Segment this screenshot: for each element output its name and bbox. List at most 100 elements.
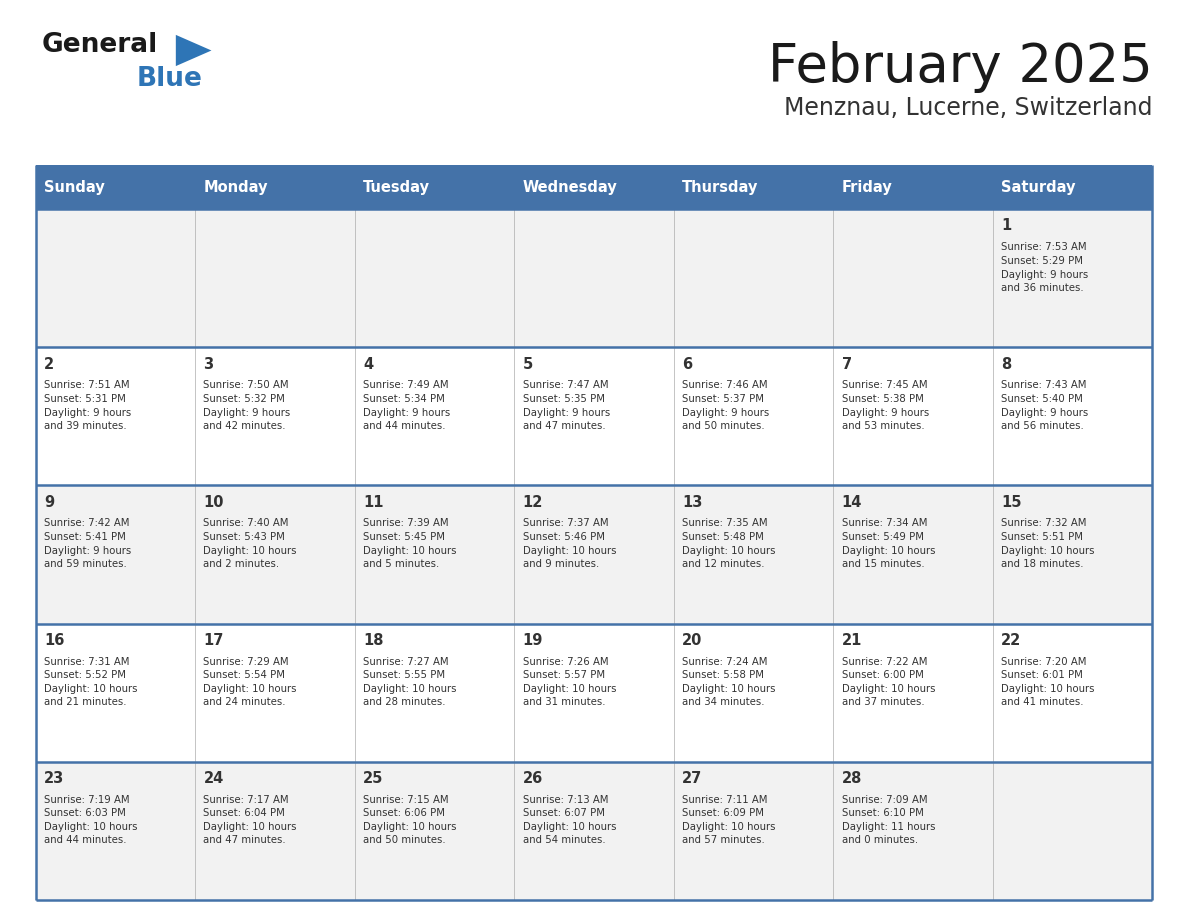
Text: Sunrise: 7:27 AM
Sunset: 5:55 PM
Daylight: 10 hours
and 28 minutes.: Sunrise: 7:27 AM Sunset: 5:55 PM Dayligh… [364,656,456,708]
Text: Sunrise: 7:24 AM
Sunset: 5:58 PM
Daylight: 10 hours
and 34 minutes.: Sunrise: 7:24 AM Sunset: 5:58 PM Dayligh… [682,656,776,708]
Bar [674,209,833,347]
Bar [36,762,195,900]
Bar [355,347,514,486]
Text: Sunrise: 7:37 AM
Sunset: 5:46 PM
Daylight: 10 hours
and 9 minutes.: Sunrise: 7:37 AM Sunset: 5:46 PM Dayligh… [523,519,617,569]
Bar [833,165,993,209]
Bar [514,165,674,209]
Bar [833,209,993,347]
Text: Menznau, Lucerne, Switzerland: Menznau, Lucerne, Switzerland [784,96,1152,120]
Text: 11: 11 [364,495,384,509]
Bar [195,347,355,486]
Text: 14: 14 [841,495,862,509]
Bar [833,762,993,900]
Text: Sunrise: 7:39 AM
Sunset: 5:45 PM
Daylight: 10 hours
and 5 minutes.: Sunrise: 7:39 AM Sunset: 5:45 PM Dayligh… [364,519,456,569]
Text: Sunrise: 7:15 AM
Sunset: 6:06 PM
Daylight: 10 hours
and 50 minutes.: Sunrise: 7:15 AM Sunset: 6:06 PM Dayligh… [364,795,456,845]
Bar [833,486,993,623]
Text: Sunrise: 7:47 AM
Sunset: 5:35 PM
Daylight: 9 hours
and 47 minutes.: Sunrise: 7:47 AM Sunset: 5:35 PM Dayligh… [523,380,609,431]
Bar [195,623,355,762]
Bar [993,486,1152,623]
Text: Sunrise: 7:50 AM
Sunset: 5:32 PM
Daylight: 9 hours
and 42 minutes.: Sunrise: 7:50 AM Sunset: 5:32 PM Dayligh… [203,380,291,431]
Text: 4: 4 [364,356,373,372]
Text: Sunrise: 7:45 AM
Sunset: 5:38 PM
Daylight: 9 hours
and 53 minutes.: Sunrise: 7:45 AM Sunset: 5:38 PM Dayligh… [841,380,929,431]
Bar [514,209,674,347]
Text: 26: 26 [523,771,543,786]
Text: February 2025: February 2025 [767,41,1152,94]
Text: 15: 15 [1001,495,1022,509]
Text: Sunrise: 7:19 AM
Sunset: 6:03 PM
Daylight: 10 hours
and 44 minutes.: Sunrise: 7:19 AM Sunset: 6:03 PM Dayligh… [44,795,138,845]
Bar [833,623,993,762]
Text: Sunrise: 7:42 AM
Sunset: 5:41 PM
Daylight: 9 hours
and 59 minutes.: Sunrise: 7:42 AM Sunset: 5:41 PM Dayligh… [44,519,131,569]
Text: 24: 24 [203,771,223,786]
Bar [195,209,355,347]
Text: Tuesday: Tuesday [364,180,430,195]
Text: Sunrise: 7:34 AM
Sunset: 5:49 PM
Daylight: 10 hours
and 15 minutes.: Sunrise: 7:34 AM Sunset: 5:49 PM Dayligh… [841,519,935,569]
Polygon shape [176,35,211,66]
Bar [195,486,355,623]
Text: 27: 27 [682,771,702,786]
Text: Sunrise: 7:20 AM
Sunset: 6:01 PM
Daylight: 10 hours
and 41 minutes.: Sunrise: 7:20 AM Sunset: 6:01 PM Dayligh… [1001,656,1094,708]
Bar [195,165,355,209]
Bar [993,762,1152,900]
Text: Sunrise: 7:53 AM
Sunset: 5:29 PM
Daylight: 9 hours
and 36 minutes.: Sunrise: 7:53 AM Sunset: 5:29 PM Dayligh… [1001,242,1088,293]
Bar [355,165,514,209]
Text: 12: 12 [523,495,543,509]
Text: 28: 28 [841,771,862,786]
Text: Saturday: Saturday [1001,180,1075,195]
Text: Sunrise: 7:31 AM
Sunset: 5:52 PM
Daylight: 10 hours
and 21 minutes.: Sunrise: 7:31 AM Sunset: 5:52 PM Dayligh… [44,656,138,708]
Bar [514,623,674,762]
Text: Sunrise: 7:51 AM
Sunset: 5:31 PM
Daylight: 9 hours
and 39 minutes.: Sunrise: 7:51 AM Sunset: 5:31 PM Dayligh… [44,380,131,431]
Text: Wednesday: Wednesday [523,180,618,195]
Text: Sunrise: 7:17 AM
Sunset: 6:04 PM
Daylight: 10 hours
and 47 minutes.: Sunrise: 7:17 AM Sunset: 6:04 PM Dayligh… [203,795,297,845]
Bar [514,762,674,900]
Text: Sunrise: 7:35 AM
Sunset: 5:48 PM
Daylight: 10 hours
and 12 minutes.: Sunrise: 7:35 AM Sunset: 5:48 PM Dayligh… [682,519,776,569]
Bar [674,762,833,900]
Text: Sunday: Sunday [44,180,105,195]
Text: 17: 17 [203,633,223,648]
Bar [355,623,514,762]
Text: Sunrise: 7:11 AM
Sunset: 6:09 PM
Daylight: 10 hours
and 57 minutes.: Sunrise: 7:11 AM Sunset: 6:09 PM Dayligh… [682,795,776,845]
Bar [514,486,674,623]
Text: Friday: Friday [841,180,892,195]
Bar [674,623,833,762]
Text: 16: 16 [44,633,64,648]
Text: Thursday: Thursday [682,180,758,195]
Text: 22: 22 [1001,633,1022,648]
Bar [993,347,1152,486]
Bar [674,165,833,209]
Text: Blue: Blue [137,66,202,92]
Text: 5: 5 [523,356,532,372]
Text: General: General [42,32,158,58]
Bar [514,347,674,486]
Text: 19: 19 [523,633,543,648]
Bar [355,762,514,900]
Text: 8: 8 [1001,356,1011,372]
Bar [36,209,195,347]
Bar [993,623,1152,762]
Text: Sunrise: 7:46 AM
Sunset: 5:37 PM
Daylight: 9 hours
and 50 minutes.: Sunrise: 7:46 AM Sunset: 5:37 PM Dayligh… [682,380,770,431]
Text: 1: 1 [1001,218,1011,233]
Bar [993,209,1152,347]
Bar [36,347,195,486]
Bar [674,347,833,486]
Text: 20: 20 [682,633,702,648]
Text: Sunrise: 7:43 AM
Sunset: 5:40 PM
Daylight: 9 hours
and 56 minutes.: Sunrise: 7:43 AM Sunset: 5:40 PM Dayligh… [1001,380,1088,431]
Text: 23: 23 [44,771,64,786]
Bar [36,623,195,762]
Text: Sunrise: 7:29 AM
Sunset: 5:54 PM
Daylight: 10 hours
and 24 minutes.: Sunrise: 7:29 AM Sunset: 5:54 PM Dayligh… [203,656,297,708]
Text: Sunrise: 7:26 AM
Sunset: 5:57 PM
Daylight: 10 hours
and 31 minutes.: Sunrise: 7:26 AM Sunset: 5:57 PM Dayligh… [523,656,617,708]
Text: Sunrise: 7:49 AM
Sunset: 5:34 PM
Daylight: 9 hours
and 44 minutes.: Sunrise: 7:49 AM Sunset: 5:34 PM Dayligh… [364,380,450,431]
Text: 3: 3 [203,356,214,372]
Text: Sunrise: 7:09 AM
Sunset: 6:10 PM
Daylight: 11 hours
and 0 minutes.: Sunrise: 7:09 AM Sunset: 6:10 PM Dayligh… [841,795,935,845]
Bar [833,347,993,486]
Text: Sunrise: 7:40 AM
Sunset: 5:43 PM
Daylight: 10 hours
and 2 minutes.: Sunrise: 7:40 AM Sunset: 5:43 PM Dayligh… [203,519,297,569]
Text: 13: 13 [682,495,702,509]
Text: 21: 21 [841,633,862,648]
Text: 10: 10 [203,495,225,509]
Bar [993,165,1152,209]
Bar [674,486,833,623]
Bar [195,762,355,900]
Bar [355,486,514,623]
Bar [355,209,514,347]
Text: Monday: Monday [203,180,268,195]
Text: 25: 25 [364,771,384,786]
